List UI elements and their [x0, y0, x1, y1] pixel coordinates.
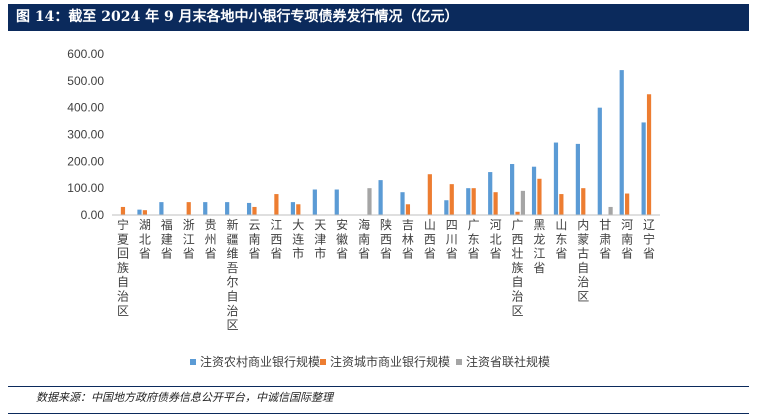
x-tick-label: 山东省: [555, 218, 567, 261]
source-divider: [8, 386, 749, 387]
x-tick-label: 甘肃省: [599, 218, 611, 261]
legend-item: 注资城市商业银行规模: [320, 354, 450, 369]
x-tick-label: 新疆维吾尔自治区: [227, 217, 239, 332]
bar: [493, 192, 498, 215]
bar: [334, 189, 339, 215]
bar: [312, 189, 317, 215]
x-tick-label: 陕西省: [380, 217, 392, 261]
bar: [510, 164, 515, 215]
bar: [488, 172, 493, 215]
x-tick-label: 广西壮族自治区: [512, 218, 524, 318]
bars: [120, 70, 652, 215]
bar: [608, 206, 613, 215]
legend-label: 注资省联社规模: [466, 354, 550, 369]
x-tick-label: 宁夏回族自治区: [117, 217, 129, 318]
x-tick-label: 四川省: [446, 218, 458, 261]
x-tick-label: 黑龙江省: [533, 218, 545, 275]
legend-item: 注资农村商业银行规模: [190, 354, 320, 369]
bar: [531, 166, 537, 215]
bar: [619, 70, 624, 215]
legend-swatch: [456, 359, 462, 365]
legend-swatch: [190, 359, 196, 365]
x-tick-label: 安徽省: [336, 217, 348, 261]
bar: [427, 174, 432, 215]
x-tick-label: 大连市: [292, 218, 304, 261]
bar: [471, 188, 476, 215]
figure-title: 图 14：截至 2024 年 9 月末各地中小银行专项债券发行情况（亿元）: [8, 4, 749, 31]
bar: [581, 188, 586, 215]
bar: [553, 142, 559, 215]
bar: [252, 206, 257, 215]
y-tick-label: 400.00: [67, 101, 104, 115]
legend: 注资农村商业银行规模 注资城市商业银行规模 注资省联社规模: [190, 354, 550, 369]
bar: [575, 143, 580, 215]
x-tick-label: 辽宁省: [643, 218, 655, 261]
x-tick-label: 浙江省: [183, 218, 195, 261]
x-axis-labels: 宁夏回族自治区湖北省福建省浙江省贵州省新疆维吾尔自治区云南省江西省大连市天津市安…: [117, 217, 655, 332]
x-tick-label: 河南省: [621, 218, 633, 261]
x-tick-label: 河北省: [490, 218, 502, 261]
x-tick-label: 福建省: [161, 217, 173, 261]
x-tick-label: 江西省: [270, 218, 282, 261]
x-tick-label: 贵州省: [205, 218, 217, 261]
legend-swatch: [320, 359, 326, 365]
bar: [296, 204, 301, 215]
bar: [120, 206, 126, 215]
legend-label: 注资农村商业银行规模: [200, 354, 320, 369]
bar: [159, 202, 164, 215]
bar: [290, 202, 296, 215]
bottom-divider: [8, 413, 749, 414]
bar: [515, 211, 520, 215]
y-axis: 600.00 500.00 400.00 300.00 200.00 100.00 0.00: [67, 47, 104, 222]
x-tick-label: 湖北省: [139, 217, 151, 261]
bar: [625, 193, 630, 215]
y-tick-label: 500.00: [67, 74, 104, 88]
legend-label: 注资城市商业银行规模: [330, 354, 450, 369]
bar: [646, 94, 652, 215]
y-tick-label: 600.00: [67, 47, 104, 61]
bar: [641, 122, 646, 215]
bar: [274, 194, 279, 215]
bar: [378, 180, 383, 215]
y-tick-label: 300.00: [67, 128, 104, 142]
bar: [597, 107, 602, 215]
bar: [559, 194, 564, 215]
x-tick-label: 天津市: [314, 218, 326, 261]
bar: [203, 202, 208, 215]
bar: [444, 200, 449, 215]
bar: [520, 190, 526, 215]
bar: [537, 178, 542, 215]
x-tick-label: 吉林省: [402, 218, 414, 261]
x-tick-label: 云南省: [248, 218, 260, 261]
y-tick-label: 200.00: [67, 154, 104, 168]
legend-item: 注资省联社规模: [456, 354, 550, 369]
y-tick-label: 100.00: [67, 181, 104, 195]
x-tick-label: 海南省: [358, 217, 370, 261]
x-tick-label: 内蒙古自治区: [577, 218, 589, 304]
bar: [186, 202, 191, 215]
bar: [225, 202, 230, 215]
y-tick-label: 0.00: [81, 208, 105, 222]
bar: [137, 209, 142, 215]
x-tick-label: 山西省: [424, 218, 436, 261]
source-note: 数据来源：中国地方政府债券信息公开平台，中诚信国际整理: [36, 391, 333, 404]
bar: [367, 188, 372, 215]
bar: [400, 192, 405, 215]
bar: [466, 188, 471, 215]
bar: [449, 184, 454, 215]
bar: [142, 210, 147, 215]
bar: [405, 204, 411, 215]
bar: [246, 202, 252, 215]
x-tick-label: 广东省: [468, 218, 480, 261]
